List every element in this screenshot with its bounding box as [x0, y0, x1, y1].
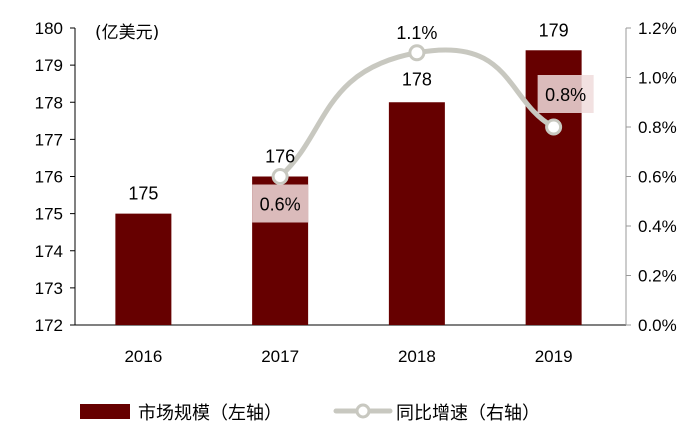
right-tick-label: 0.0% — [638, 316, 677, 335]
bar-2016 — [115, 213, 172, 325]
bar-data-label: 175 — [128, 184, 158, 204]
bar-2018 — [388, 102, 445, 325]
right-tick-label: 1.0% — [638, 69, 677, 88]
x-tick-label: 2018 — [398, 347, 436, 366]
legend-bar-label: 市场规模（左轴） — [138, 403, 282, 424]
left-tick-label: 178 — [35, 93, 63, 112]
left-tick-label: 172 — [35, 316, 63, 335]
growth-marker-2018 — [408, 44, 426, 62]
growth-marker-2019 — [545, 118, 563, 136]
right-tick-label: 0.8% — [638, 118, 677, 137]
right-tick-label: 0.2% — [638, 267, 677, 286]
left-tick-label: 180 — [35, 19, 63, 38]
growth-data-label: 0.8% — [545, 85, 586, 105]
growth-label-box — [537, 75, 594, 113]
left-tick-label: 179 — [35, 56, 63, 75]
left-tick-label: 173 — [35, 279, 63, 298]
right-tick-label: 1.2% — [638, 19, 677, 38]
legend: 市场规模（左轴） 同比增速（右轴） — [80, 403, 540, 424]
left-tick-label: 174 — [35, 242, 63, 261]
growth-data-label: 1.1% — [396, 23, 437, 43]
x-tick-label: 2019 — [535, 347, 573, 366]
growth-marker-2017 — [271, 168, 289, 185]
growth-data-label: 0.6% — [260, 195, 301, 215]
bar-data-label: 176 — [265, 147, 295, 167]
left-tick-label: 175 — [35, 205, 63, 224]
x-tick-label: 2016 — [124, 347, 162, 366]
bar-data-label: 179 — [539, 20, 569, 40]
right-tick-label: 0.6% — [638, 168, 677, 187]
growth-label-box — [252, 184, 309, 223]
unit-label: (亿美元) — [95, 23, 159, 43]
left-tick-label: 177 — [35, 130, 63, 149]
legend-line-label: 同比增速（右轴） — [396, 403, 540, 424]
legend-line-marker — [355, 403, 371, 419]
x-tick-label: 2017 — [261, 347, 299, 366]
bar-data-label: 178 — [402, 69, 432, 89]
right-tick-label: 0.4% — [638, 217, 677, 236]
legend-bar-swatch — [80, 404, 130, 419]
left-tick-label: 176 — [35, 168, 63, 187]
